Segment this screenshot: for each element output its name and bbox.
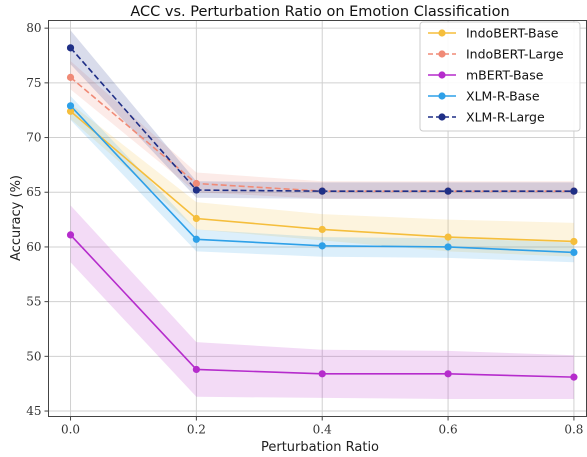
data-point [444, 188, 451, 195]
y-tick-label: 70 [26, 131, 41, 145]
data-point [67, 44, 74, 51]
data-point [570, 188, 577, 195]
x-axis-ticks: 0.0 0.2 0.4 0.6 0.8 [61, 417, 583, 437]
data-point [319, 242, 326, 249]
x-tick-label: 0.6 [439, 423, 458, 437]
x-axis-label: Perturbation Ratio [261, 440, 379, 455]
data-point [193, 236, 200, 243]
y-tick-label: 75 [26, 76, 41, 90]
data-point [319, 226, 326, 233]
x-tick-label: 0.0 [61, 423, 80, 437]
data-point [570, 374, 577, 381]
data-point [193, 186, 200, 193]
legend-swatch-marker [438, 29, 445, 36]
data-point [570, 249, 577, 256]
legend-entry-label: XLM-R-Large [466, 110, 545, 125]
data-point [319, 370, 326, 377]
chart-title: ACC vs. Perturbation Ratio on Emotion Cl… [130, 4, 509, 20]
y-tick-label: 60 [26, 240, 41, 254]
legend-swatch-marker [438, 92, 445, 99]
data-point [67, 102, 74, 109]
data-point [444, 243, 451, 250]
data-point [319, 188, 326, 195]
x-tick-label: 0.4 [313, 423, 332, 437]
data-point [67, 74, 74, 81]
data-point [193, 180, 200, 187]
legend-swatch-marker [438, 50, 445, 57]
data-point [444, 370, 451, 377]
legend: IndoBERT-Base IndoBERT-Large mBERT-Base XLM… [420, 22, 580, 131]
legend-entry-label: IndoBERT-Base [466, 26, 559, 41]
legend-swatch-marker [438, 113, 445, 120]
x-tick-label: 0.8 [564, 423, 583, 437]
y-tick-label: 55 [26, 295, 41, 309]
x-tick-label: 0.2 [187, 423, 206, 437]
legend-entry-label: IndoBERT-Large [466, 47, 564, 62]
y-tick-label: 50 [26, 349, 41, 363]
y-tick-label: 80 [26, 21, 41, 35]
data-point [193, 215, 200, 222]
data-point [444, 233, 451, 240]
y-tick-label: 65 [26, 185, 41, 199]
data-point [67, 231, 74, 238]
y-axis-label: Accuracy (%) [9, 175, 24, 261]
data-point [193, 366, 200, 373]
y-tick-label: 45 [26, 404, 41, 418]
data-point [570, 238, 577, 245]
y-axis-ticks: 45 50 55 60 65 70 75 80 [26, 21, 48, 418]
legend-swatch-marker [438, 71, 445, 78]
legend-entry-label: mBERT-Base [466, 68, 544, 83]
legend-entry-label: XLM-R-Base [466, 89, 540, 104]
